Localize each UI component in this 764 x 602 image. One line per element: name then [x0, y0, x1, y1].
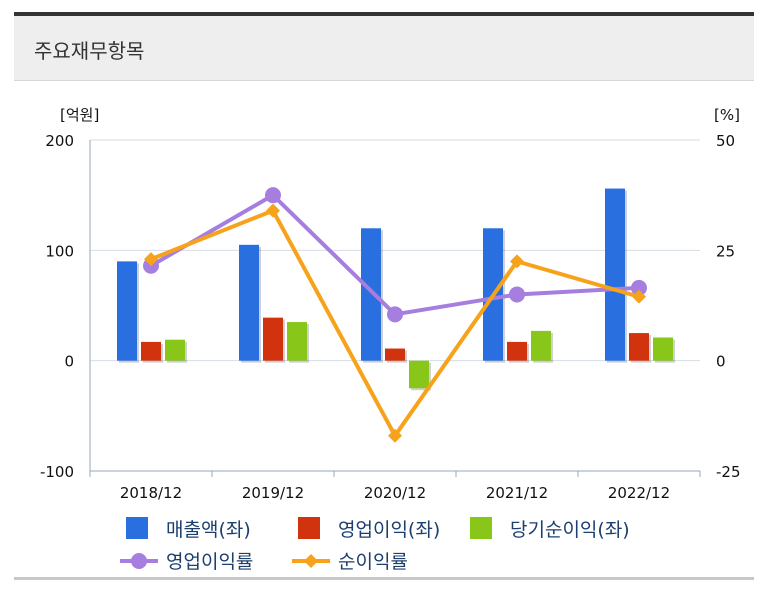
chart-axes	[89, 140, 701, 477]
x-tick-label: 2018/12	[120, 484, 182, 502]
bar	[605, 188, 625, 361]
y-left-tick-label: 200	[45, 132, 74, 150]
panel-title: 주요재무항목	[34, 39, 145, 63]
line-point-circle	[265, 187, 281, 204]
legend-marker-circle	[131, 553, 147, 569]
bar	[141, 341, 161, 361]
bar	[385, 348, 405, 361]
chart-bars	[117, 188, 675, 391]
chart-labels: 200 100 0 -100 50 25 0 -25 [억원] [%] 2018/12 2019/12…	[40, 106, 741, 502]
bar	[409, 360, 429, 389]
y-right-unit-label: [%]	[714, 106, 740, 124]
y-left-tick-label: 0	[64, 353, 74, 371]
legend-swatch	[298, 517, 320, 539]
line-point-diamond	[144, 252, 158, 267]
line-point-diamond	[632, 289, 646, 304]
x-tick-label: 2021/12	[486, 484, 548, 502]
line-point-diamond	[388, 428, 402, 443]
y-left-tick-label: -100	[40, 463, 74, 481]
bar	[239, 244, 259, 361]
bar	[629, 333, 649, 361]
bar	[117, 261, 137, 361]
panel-header: 주요재무항목	[14, 16, 754, 81]
line-point-diamond	[510, 254, 524, 269]
line-point-circle	[631, 279, 647, 296]
x-tick-label: 2022/12	[608, 484, 670, 502]
x-tick-label: 2019/12	[242, 484, 304, 502]
chart-lines	[143, 187, 647, 443]
line-point-circle	[509, 286, 525, 303]
legend-label: 영업이익(좌)	[338, 519, 440, 541]
x-tick-label: 2020/12	[364, 484, 426, 502]
bar	[531, 330, 551, 361]
chart-legend: 매출액(좌) 영업이익(좌) 당기순이익(좌) 영업이익률 순이익률	[120, 517, 630, 573]
y-left-tick-label: 100	[45, 242, 74, 260]
legend-label: 매출액(좌)	[166, 519, 251, 541]
bar	[507, 341, 527, 361]
y-left-unit-label: [억원]	[60, 106, 99, 124]
legend-label: 당기순이익(좌)	[510, 519, 630, 541]
financial-summary-panel: 주요재무항목	[14, 12, 754, 580]
series-line	[149, 193, 640, 317]
legend-label: 순이익률	[338, 551, 408, 573]
bar	[361, 228, 381, 361]
series-line	[150, 208, 640, 438]
y-right-tick-label: -25	[716, 463, 741, 481]
legend-marker-diamond	[304, 554, 318, 568]
y-right-tick-label: 25	[716, 242, 735, 260]
legend-label: 영업이익률	[166, 551, 253, 573]
legend-swatch	[126, 517, 148, 539]
panel-top-border	[14, 12, 754, 16]
bar	[287, 322, 307, 361]
legend-swatch	[470, 517, 492, 539]
line-point-circle	[387, 306, 403, 323]
y-right-tick-label: 0	[716, 353, 726, 371]
y-right-tick-label: 50	[716, 132, 735, 150]
line-point-diamond	[266, 203, 280, 218]
bar	[165, 339, 185, 361]
panel-bottom-border	[14, 577, 754, 580]
bar	[653, 337, 673, 361]
bar	[263, 317, 283, 361]
